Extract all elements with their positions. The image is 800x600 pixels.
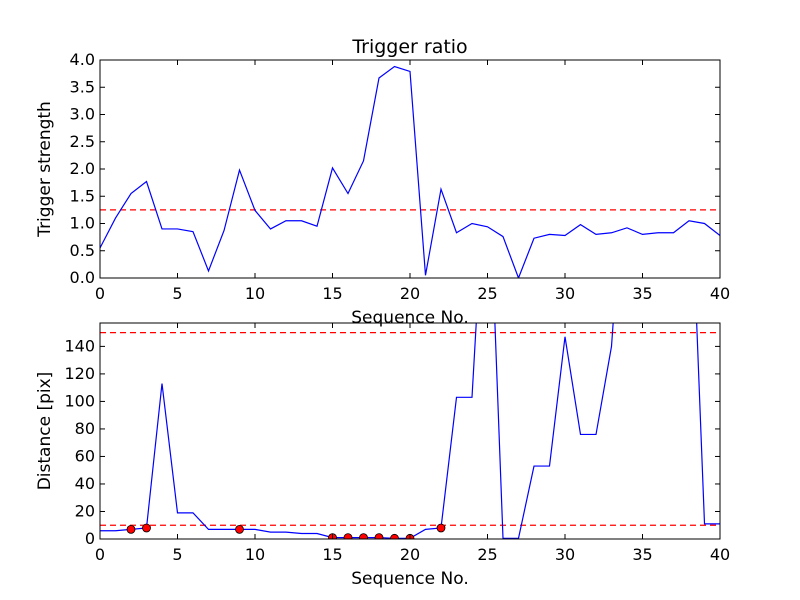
x-tick-label: 25 xyxy=(477,545,497,564)
x-tick-label: 25 xyxy=(477,284,497,303)
x-tick-label: 0 xyxy=(95,545,105,564)
series-line-0 xyxy=(100,65,720,278)
y-tick-label: 20 xyxy=(75,501,95,520)
y-axis-label: Distance [pix] xyxy=(35,372,55,491)
y-tick-label: 1.0 xyxy=(70,214,95,233)
y-tick-label: 3.0 xyxy=(70,105,95,124)
plot-area xyxy=(100,323,720,539)
axes-frame xyxy=(99,322,721,540)
y-tick-label: 140 xyxy=(64,336,95,355)
data-point xyxy=(359,533,368,539)
y-tick-label: 120 xyxy=(64,364,95,383)
y-tick-label: 0.5 xyxy=(70,241,95,260)
x-axis-label: Sequence No. xyxy=(351,569,468,589)
x-tick-label: 20 xyxy=(400,284,420,303)
x-tick-label: 30 xyxy=(555,284,575,303)
y-tick-label: 100 xyxy=(64,391,95,410)
y-axis-label: Trigger strength xyxy=(35,101,55,238)
y-tick-label: 2.5 xyxy=(70,132,95,151)
x-tick-label: 15 xyxy=(322,545,342,564)
bottom-plot: 0 5 10 15 20 25 30 35 40 0 20 40 60 80 100 120 140 Sequen… xyxy=(35,322,730,589)
chart-title: Trigger ratio xyxy=(351,36,467,58)
y-tick-label: 2.0 xyxy=(70,159,95,178)
x-tick-label: 20 xyxy=(400,545,420,564)
x-tick-label: 5 xyxy=(172,545,182,564)
top-plot: 0 5 10 15 20 25 30 35 40 0.0 0.5 1.0 1.5 2.0 2.5 3.0 3.5… xyxy=(35,36,730,328)
data-point xyxy=(235,524,244,534)
y-tick-label: 80 xyxy=(75,419,95,438)
y-tick-label: 4.0 xyxy=(70,50,95,69)
x-tick-label: 35 xyxy=(632,284,652,303)
data-point xyxy=(436,523,446,533)
x-tick-label: 30 xyxy=(555,545,575,564)
data-point xyxy=(374,533,384,539)
x-tick-label: 40 xyxy=(710,284,730,303)
x-tick-label: 0 xyxy=(95,284,105,303)
x-tick-label: 35 xyxy=(632,545,652,564)
x-tick-label: 5 xyxy=(172,284,182,303)
y-tick-label: 3.5 xyxy=(70,77,95,96)
y-tick-label: 0 xyxy=(85,529,95,548)
x-tick-label: 10 xyxy=(245,545,265,564)
plot-area xyxy=(100,65,720,278)
x-tick-label: 40 xyxy=(710,545,730,564)
x-tick-label: 10 xyxy=(245,284,265,303)
y-tick-label: 60 xyxy=(75,446,95,465)
y-tick-label: 0.0 xyxy=(70,268,95,287)
x-tick-label: 15 xyxy=(322,284,342,303)
y-tick-label: 1.5 xyxy=(70,186,95,205)
data-point xyxy=(142,523,151,533)
data-point xyxy=(343,533,353,539)
y-tick-label: 40 xyxy=(75,474,95,493)
axes-frame xyxy=(99,59,721,279)
data-point xyxy=(390,533,399,539)
data-point xyxy=(126,524,136,534)
